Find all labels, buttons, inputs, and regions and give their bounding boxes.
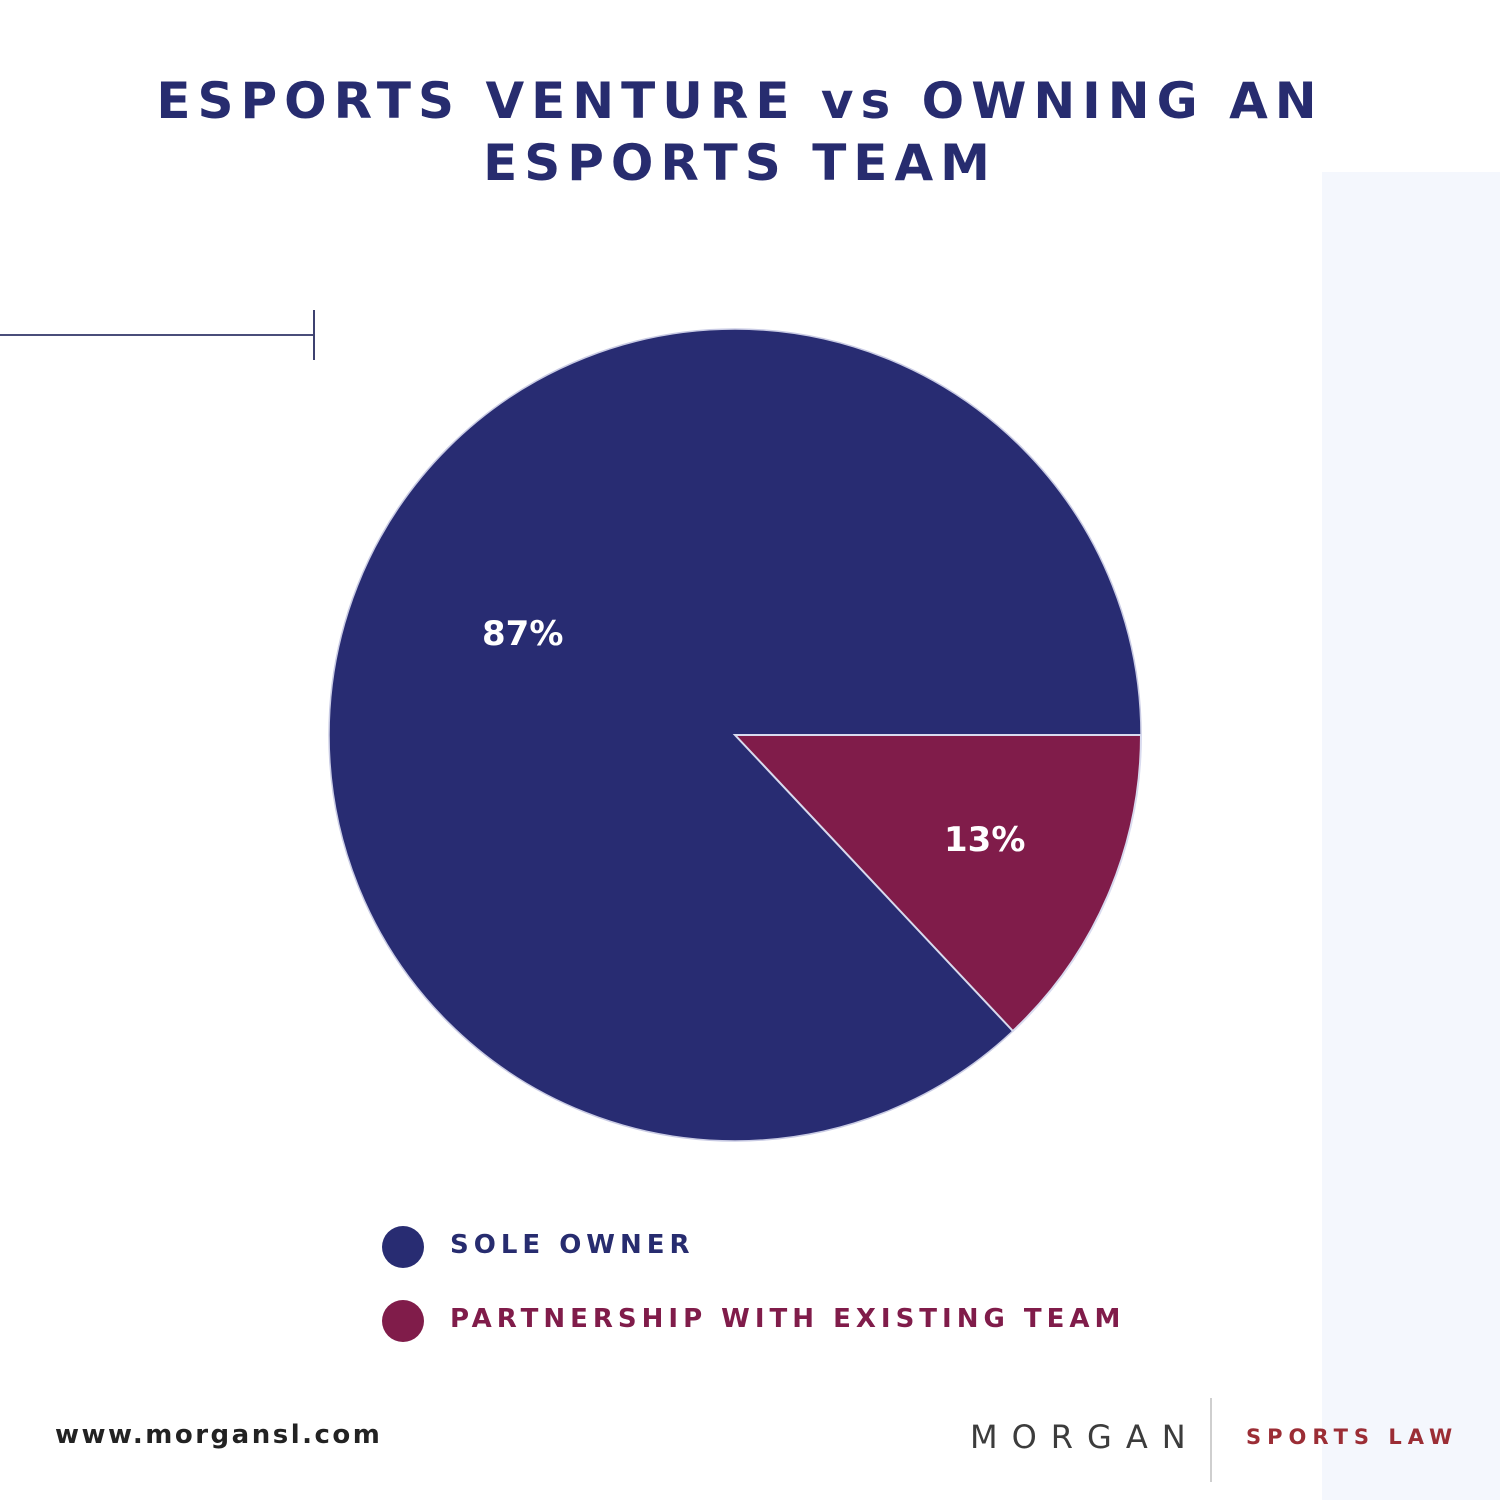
logo-divider [1210, 1398, 1212, 1482]
side-panel-background [1322, 172, 1500, 1500]
slice-label-sole-owner: 87% [482, 614, 564, 654]
chart-title-line-1: ESPORTS VENTURE vs OWNING AN [156, 72, 1324, 130]
chart-title-line-2: ESPORTS TEAM [483, 134, 997, 192]
legend-swatch-navy-icon [382, 1226, 424, 1268]
decorative-line-horizontal [0, 334, 314, 336]
legend-swatch-maroon-icon [382, 1300, 424, 1342]
pie-slice-partnership [732, 734, 1143, 1033]
legend-label: SOLE OWNER [450, 1230, 695, 1260]
logo-morgan-text: MORGAN [970, 1418, 1200, 1456]
logo-sports-law-text: SPORTS LAW [1246, 1425, 1459, 1449]
decorative-line-vertical [313, 310, 315, 360]
chart-title: ESPORTS VENTURE vs OWNING AN ESPORTS TEA… [0, 70, 1480, 194]
website-url: www.morgansl.com [55, 1420, 383, 1450]
slice-label-partnership: 13% [944, 820, 1026, 860]
legend-label: PARTNERSHIP WITH EXISTING TEAM [450, 1304, 1126, 1334]
